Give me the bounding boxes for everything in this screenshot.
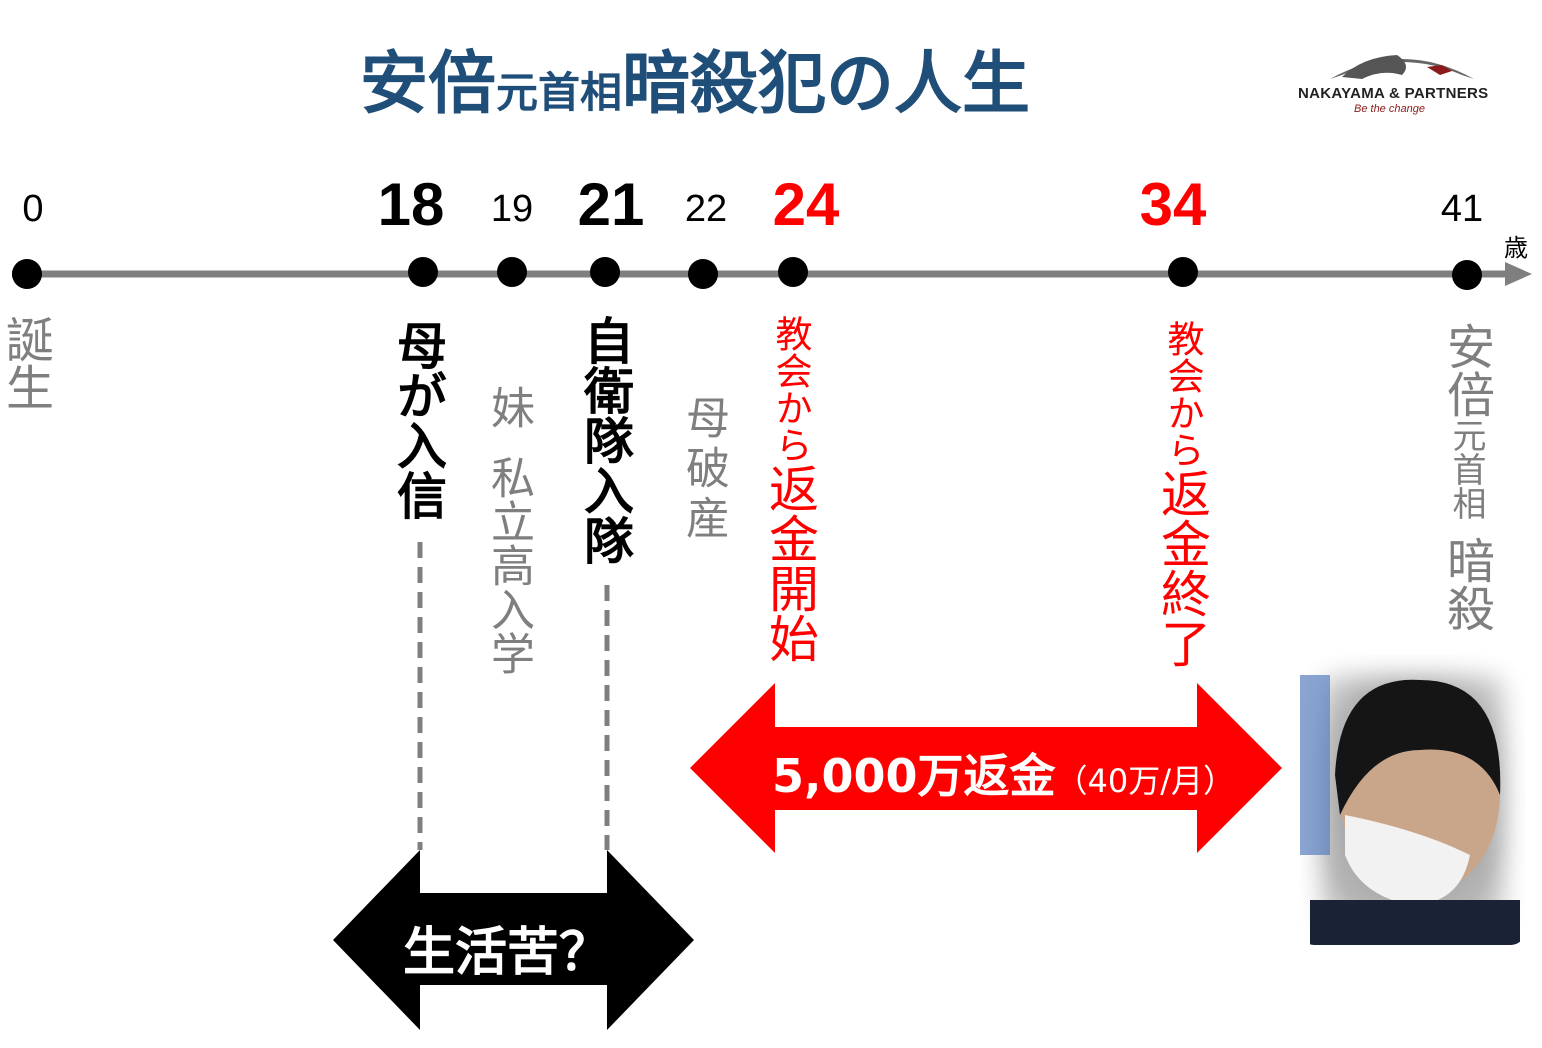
refund-end-label-a: 教会から <box>1161 320 1204 468</box>
page-title: 安倍元首相暗殺犯の人生 <box>360 28 1030 127</box>
dot-age-21 <box>590 257 620 287</box>
event-refund-start: 教会から返金開始 <box>761 315 819 663</box>
title-part-2: 元首相 <box>496 68 623 117</box>
timeline-dots <box>12 257 1482 290</box>
event-sister-label: 妹 <box>483 385 534 429</box>
abe-label: 安倍 <box>1438 322 1494 418</box>
refund-start-label-b: 返金開始 <box>761 463 819 663</box>
refund-monthly: （40万/月） <box>1055 762 1236 800</box>
refund-label: 5,000万返金（40万/月） <box>772 740 1235 806</box>
age-label-19: 19 <box>490 188 534 230</box>
event-mother-bankrupt: 母破産 <box>678 395 729 545</box>
assassination-label: 暗殺 <box>1438 536 1494 632</box>
refund-end-label-b: 返金終了 <box>1153 468 1211 668</box>
age-label-34: 34 <box>1139 171 1207 238</box>
title-part-3: 暗殺犯の人生 <box>622 45 1031 124</box>
former-pm-label: 元首相 <box>1446 418 1486 520</box>
logo-tagline: Be the change <box>1354 103 1425 115</box>
age-unit: 歳 <box>1504 234 1528 262</box>
dot-age-34 <box>1168 257 1198 287</box>
dot-age-0 <box>12 259 42 289</box>
dot-age-18 <box>408 257 438 287</box>
age-label-41: 41 <box>1440 188 1484 230</box>
hardship-label: 生活苦？ <box>403 923 612 983</box>
age-label-24: 24 <box>772 171 840 238</box>
refund-double-arrow <box>690 683 1282 853</box>
hardship-double-arrow <box>333 850 694 1030</box>
event-refund-end: 教会から返金終了 <box>1153 320 1211 668</box>
suspect-photo <box>1300 655 1525 945</box>
age-label-0: 0 <box>22 188 44 230</box>
company-logo: Nakayama & Partners Be the change <box>1292 45 1522 125</box>
logo-name: Nakayama & Partners <box>1298 85 1489 102</box>
dot-age-24 <box>778 257 808 287</box>
age-label-21: 21 <box>577 171 645 238</box>
event-sdf-enlist: 自衛隊入隊 <box>576 315 634 565</box>
dot-age-41 <box>1452 260 1482 290</box>
refund-amount: 5,000万返金 <box>772 749 1056 803</box>
event-school-label: 私立高入学 <box>483 455 534 675</box>
person-image <box>1300 675 1520 945</box>
event-sister-school: 妹私立高入学 <box>483 385 534 675</box>
event-birth: 誕生 <box>0 315 53 411</box>
title-part-1: 安倍 <box>360 45 497 124</box>
axis-arrowhead-icon <box>1505 262 1532 286</box>
globe-icon <box>1330 55 1474 79</box>
age-label-18: 18 <box>377 171 445 238</box>
refund-start-label-a: 教会から <box>769 315 812 463</box>
age-label-22: 22 <box>684 188 728 230</box>
event-assassination: 安倍元首相暗殺 <box>1438 322 1494 632</box>
dot-age-19 <box>497 257 527 287</box>
dot-age-22 <box>688 259 718 289</box>
event-mother-joins: 母が入信 <box>389 320 447 520</box>
